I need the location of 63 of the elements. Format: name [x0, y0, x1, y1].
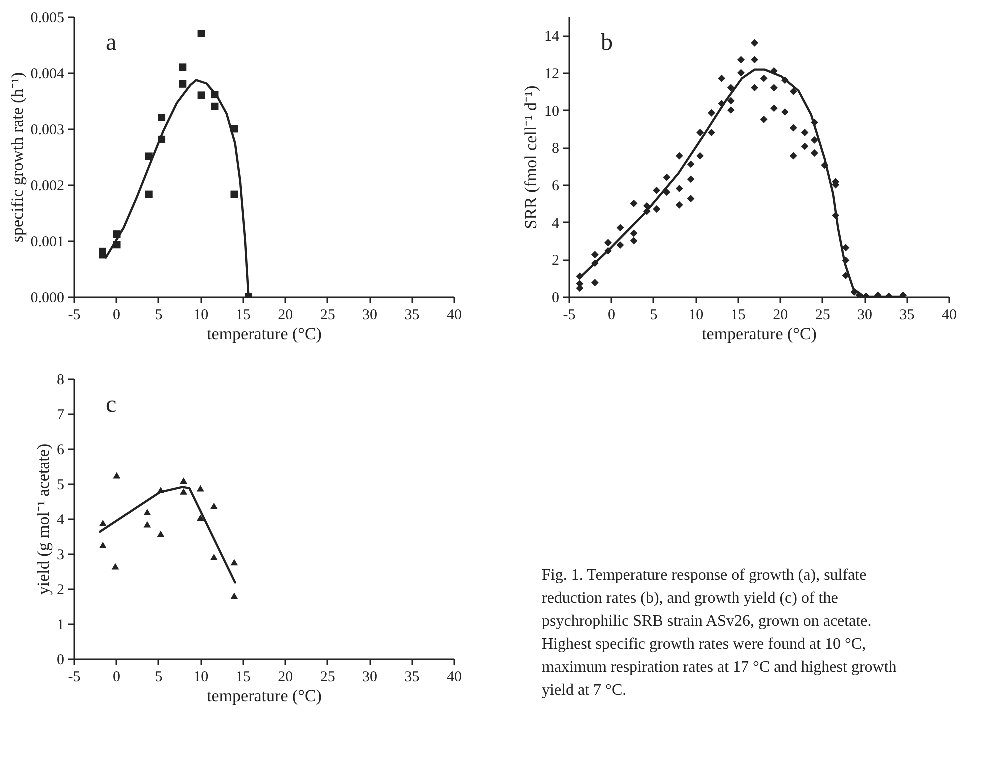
x-tick-label: 0 [112, 670, 120, 686]
y-tick-label: 3 [57, 548, 64, 564]
y-tick-label: 0.005 [30, 10, 64, 26]
y-tick-label: 0.001 [30, 234, 64, 250]
x-tick-label: 5 [155, 670, 163, 686]
y-tick-label: 0.002 [30, 178, 64, 194]
x-tick-label: 25 [320, 308, 336, 324]
x-tick-label: 20 [773, 308, 788, 324]
x-tick-label: 30 [362, 308, 378, 324]
x-tick-label: 30 [362, 670, 378, 686]
x-tick-label: 0 [112, 308, 120, 324]
y-tick-label: 2 [552, 253, 560, 270]
caption: Fig. 1. Temperature response of growth (a), sulfate reduction rates (b), and growth yield (c) of the psychrophilic SRB strain ASv26, grown on acetate. Highest specific growth rates were found at 10 °C, maximum respiration rates at 17 °C and highest growth yield at 7 °C. [542, 567, 897, 699]
y-tick-label: 0 [552, 290, 560, 306]
y-tick-label: 4 [57, 512, 65, 528]
y-tick-label: 10 [544, 104, 560, 120]
x-tick-label: 25 [815, 308, 830, 324]
x-tick-label: 25 [320, 670, 336, 686]
annotation: b [601, 30, 613, 56]
x-tick-label: 15 [236, 670, 251, 686]
x-tick-label: 40 [942, 308, 957, 324]
y-tick-label: 7 [57, 408, 65, 424]
x-tick-label: 35 [404, 670, 420, 686]
y-tick-label: 12 [544, 66, 560, 82]
x-tick-label: 15 [730, 308, 746, 324]
y-tick-label: 0 [57, 652, 64, 668]
y-tick-label: 6 [57, 442, 65, 458]
y-tick-label: 4 [552, 216, 560, 232]
x-axis-title: temperature (°C) [207, 324, 322, 344]
y-tick-label: 0.004 [30, 66, 65, 82]
y-tick-label: 2 [57, 582, 64, 598]
x-tick-label: 30 [858, 308, 873, 324]
y-tick-label: 1 [57, 618, 64, 634]
x-tick-label: 10 [194, 308, 209, 324]
x-tick-label: 20 [278, 670, 294, 686]
x-tick-label: -5 [68, 308, 81, 324]
y-tick-label: 14 [544, 29, 560, 46]
x-tick-label: -5 [68, 670, 81, 686]
annotation: a [106, 30, 117, 56]
y-tick-label: 5 [57, 478, 64, 494]
y-tick-label: 0.000 [30, 290, 64, 306]
x-tick-label: 10 [194, 670, 209, 686]
x-tick-label: 40 [447, 670, 462, 686]
x-tick-label: 0 [608, 308, 616, 324]
y-tick-label: 0.003 [30, 122, 64, 138]
y-tick-label: 6 [552, 178, 560, 194]
y-axis-title: specific growth rate (h⁻¹) [8, 72, 27, 243]
y-tick-label: 8 [57, 372, 64, 388]
y-tick-label: 8 [552, 141, 560, 158]
x-tick-label: 15 [236, 308, 251, 324]
x-tick-label: 5 [155, 308, 163, 324]
x-tick-label: 35 [900, 308, 915, 324]
x-tick-label: 10 [688, 308, 704, 324]
y-axis-title: SRR (fmol cell⁻¹ d⁻¹) [522, 86, 540, 230]
x-axis-title: temperature (°C) [702, 324, 817, 344]
annotation: c [106, 392, 117, 418]
x-tick-label: 35 [404, 308, 420, 324]
x-tick-label: 20 [278, 308, 294, 324]
x-tick-label: 40 [447, 308, 462, 324]
x-axis-title: temperature (°C) [207, 686, 322, 706]
x-tick-label: -5 [563, 308, 576, 324]
y-axis-title: yield (g mol⁻¹ acetate) [34, 444, 53, 596]
x-tick-label: 5 [650, 308, 658, 324]
